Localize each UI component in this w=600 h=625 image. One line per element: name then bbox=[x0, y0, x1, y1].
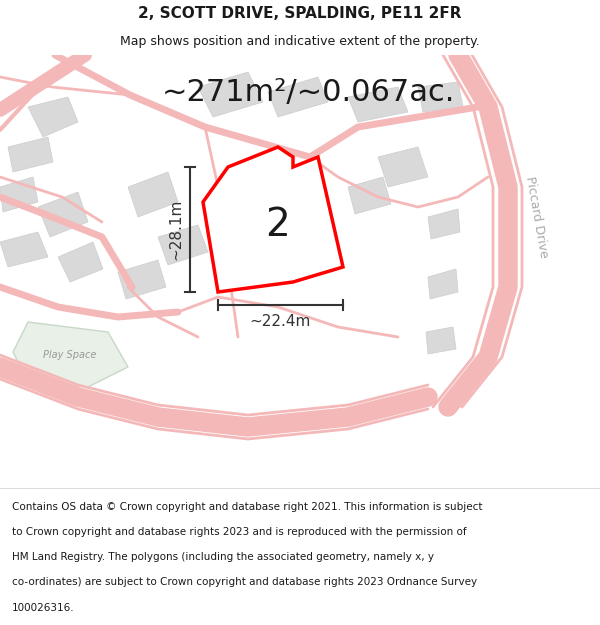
Polygon shape bbox=[198, 72, 263, 117]
Polygon shape bbox=[38, 192, 88, 237]
Polygon shape bbox=[203, 147, 343, 292]
Polygon shape bbox=[418, 82, 463, 112]
Text: 100026316.: 100026316. bbox=[12, 602, 74, 612]
Text: Map shows position and indicative extent of the property.: Map shows position and indicative extent… bbox=[120, 35, 480, 48]
Polygon shape bbox=[426, 327, 456, 354]
Text: ~28.1m: ~28.1m bbox=[169, 199, 184, 260]
Polygon shape bbox=[58, 242, 103, 282]
Text: Piccard Drive: Piccard Drive bbox=[523, 175, 551, 259]
Polygon shape bbox=[128, 172, 178, 217]
Text: 2, SCOTT DRIVE, SPALDING, PE11 2FR: 2, SCOTT DRIVE, SPALDING, PE11 2FR bbox=[138, 6, 462, 21]
Polygon shape bbox=[8, 137, 53, 172]
Polygon shape bbox=[348, 87, 408, 122]
Text: HM Land Registry. The polygons (including the associated geometry, namely x, y: HM Land Registry. The polygons (includin… bbox=[12, 552, 434, 562]
Polygon shape bbox=[28, 97, 78, 137]
Text: 2: 2 bbox=[266, 206, 290, 244]
Polygon shape bbox=[428, 209, 460, 239]
Text: Play Space: Play Space bbox=[43, 350, 97, 360]
Polygon shape bbox=[268, 77, 328, 117]
Polygon shape bbox=[378, 147, 428, 187]
Polygon shape bbox=[158, 225, 208, 265]
Text: ~271m²/~0.067ac.: ~271m²/~0.067ac. bbox=[161, 79, 455, 107]
Text: to Crown copyright and database rights 2023 and is reproduced with the permissio: to Crown copyright and database rights 2… bbox=[12, 527, 467, 537]
Polygon shape bbox=[118, 260, 166, 299]
Polygon shape bbox=[348, 177, 391, 214]
Text: co-ordinates) are subject to Crown copyright and database rights 2023 Ordnance S: co-ordinates) are subject to Crown copyr… bbox=[12, 578, 477, 587]
Polygon shape bbox=[13, 322, 128, 387]
Text: Contains OS data © Crown copyright and database right 2021. This information is : Contains OS data © Crown copyright and d… bbox=[12, 502, 482, 512]
Polygon shape bbox=[428, 269, 458, 299]
Polygon shape bbox=[0, 177, 38, 212]
Text: ~22.4m: ~22.4m bbox=[250, 314, 311, 329]
Polygon shape bbox=[0, 232, 48, 267]
